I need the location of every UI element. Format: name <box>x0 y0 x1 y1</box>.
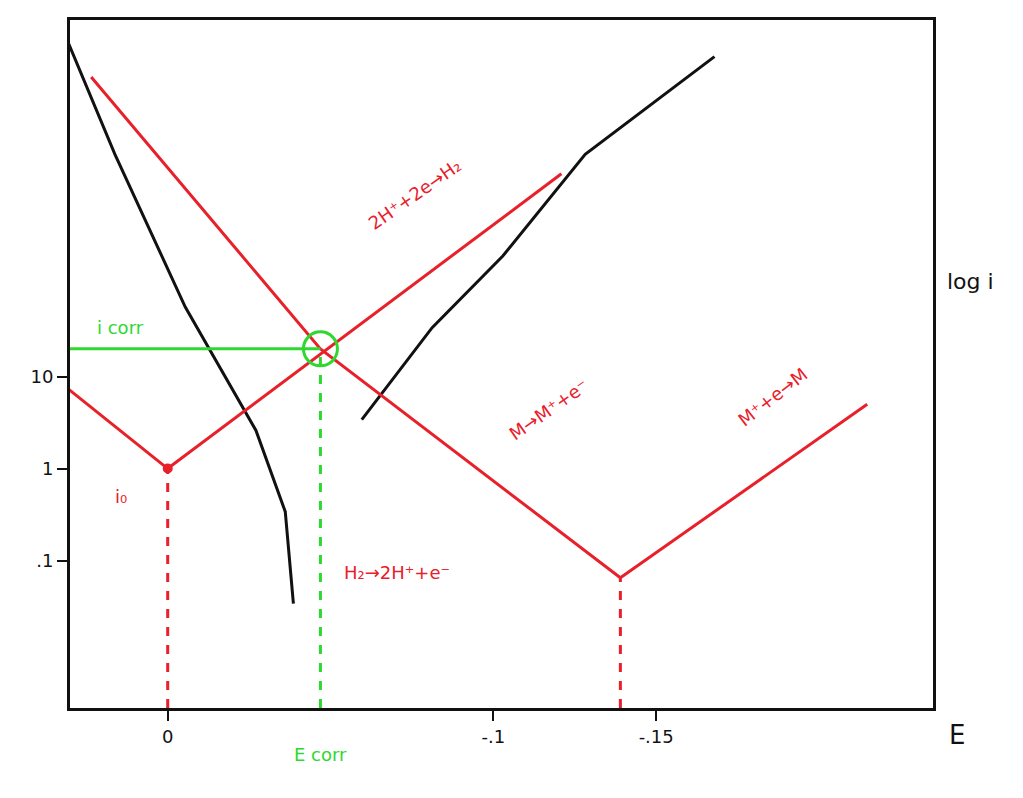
svg-text:-.15: -.15 <box>639 726 674 747</box>
svg-text:1: 1 <box>42 458 53 479</box>
svg-text:log i: log i <box>947 269 994 294</box>
svg-text:2H⁺+2e→H₂: 2H⁺+2e→H₂ <box>365 155 465 234</box>
svg-text:E: E <box>949 720 965 750</box>
svg-text:10: 10 <box>30 366 53 387</box>
svg-text:-.1: -.1 <box>482 726 506 747</box>
svg-text:i₀: i₀ <box>115 486 127 507</box>
svg-text:H₂→2H⁺+e⁻: H₂→2H⁺+e⁻ <box>344 562 450 583</box>
svg-text:E corr: E corr <box>294 744 347 765</box>
svg-text:i corr: i corr <box>97 317 144 338</box>
svg-text:.1: .1 <box>36 550 53 571</box>
svg-text:M→M⁺+e⁻: M→M⁺+e⁻ <box>505 375 592 445</box>
svg-text:0: 0 <box>162 726 173 747</box>
svg-text:M⁺+e→M: M⁺+e→M <box>734 363 811 430</box>
